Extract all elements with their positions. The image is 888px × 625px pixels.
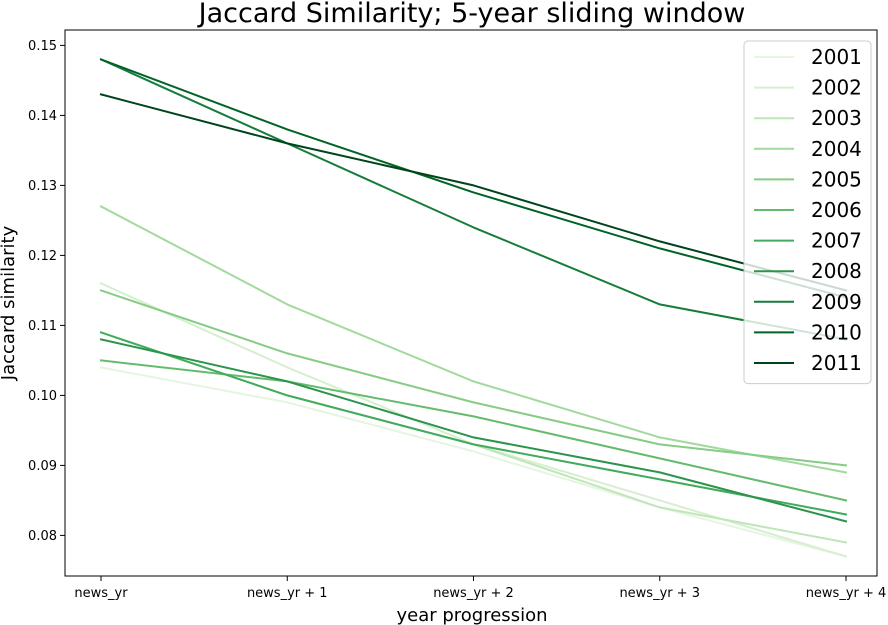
series-line-2001 bbox=[99, 366, 848, 558]
x-axis-ticks: news_yr news_yr + 1 news_yr + 2 news_yr + 3… bbox=[74, 576, 886, 601]
series-line-2010 bbox=[99, 58, 848, 299]
chart-title: Jaccard Similarity; 5-year sliding windo… bbox=[197, 0, 746, 29]
legend-label-2011: 2011 bbox=[811, 351, 862, 375]
x-tick-label: news_yr + 2 bbox=[433, 586, 514, 601]
y-tick-label: 0.15 bbox=[28, 39, 57, 54]
series-line-2008 bbox=[99, 338, 848, 523]
y-axis-label: Jaccard similarity bbox=[0, 225, 19, 381]
y-tick-label: 0.08 bbox=[28, 529, 57, 544]
x-axis-label: year progression bbox=[396, 605, 547, 625]
series-line-2005 bbox=[99, 289, 848, 467]
legend-label-2005: 2005 bbox=[811, 167, 862, 191]
legend-label-2007: 2007 bbox=[811, 229, 862, 253]
legend-label-2006: 2006 bbox=[811, 198, 862, 222]
x-tick-label: news_yr + 3 bbox=[619, 586, 700, 601]
legend-label-2002: 2002 bbox=[811, 76, 862, 100]
legend-label-2010: 2010 bbox=[811, 320, 862, 344]
legend-label-2003: 2003 bbox=[811, 106, 862, 130]
legend-box bbox=[743, 40, 872, 385]
y-tick-label: 0.09 bbox=[28, 459, 57, 474]
y-tick-label: 0.13 bbox=[28, 179, 57, 194]
x-tick-label: news_yr + 1 bbox=[247, 586, 328, 601]
x-tick-label: news_yr bbox=[74, 586, 128, 601]
y-tick-label: 0.10 bbox=[28, 389, 57, 404]
series-line-2004 bbox=[99, 205, 848, 474]
x-tick-label: news_yr + 4 bbox=[806, 586, 887, 601]
series-line-2007 bbox=[99, 331, 848, 516]
y-tick-label: 0.11 bbox=[28, 319, 57, 334]
plot-frame bbox=[64, 29, 878, 577]
legend: 2001 2002 2003 2004 2005 2006 2007 2008 2009 2010… bbox=[743, 40, 872, 385]
legend-label-2004: 2004 bbox=[811, 137, 862, 161]
legend-label-2009: 2009 bbox=[811, 290, 862, 314]
series-line-2011 bbox=[99, 93, 848, 292]
y-tick-label: 0.14 bbox=[28, 109, 57, 124]
y-tick-label: 0.12 bbox=[28, 249, 57, 264]
series-layer bbox=[99, 58, 848, 558]
series-line-2009 bbox=[99, 58, 848, 341]
legend-label-2008: 2008 bbox=[811, 259, 862, 283]
y-axis-ticks: 0.08 0.09 0.10 0.11 0.12 0.13 0.14 0.15 bbox=[28, 39, 65, 544]
legend-label-2001: 2001 bbox=[811, 45, 862, 69]
